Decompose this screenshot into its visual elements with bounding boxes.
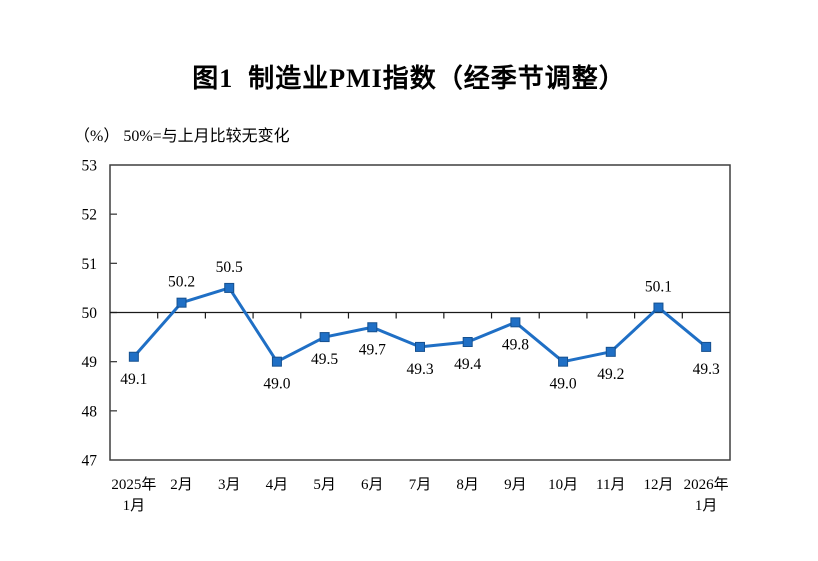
data-label: 50.2 (168, 274, 195, 291)
data-label: 49.4 (454, 356, 481, 373)
x-tick-label: 5月 (313, 477, 336, 493)
data-point-marker (605, 346, 616, 357)
y-tick-label: 51 (82, 256, 98, 273)
data-point-marker (271, 356, 282, 367)
chart-title: 图1 制造业PMI指数（经季节调整） (192, 64, 626, 93)
data-point-marker (558, 356, 569, 367)
x-tick-label: 10月 (548, 477, 578, 493)
y-tick-label: 48 (82, 403, 98, 420)
x-tick-label: 8月 (456, 477, 479, 493)
y-tick-label: 53 (82, 158, 98, 175)
data-label: 49.0 (550, 376, 577, 393)
data-point-marker (653, 302, 664, 313)
x-tick-label: 2026年 (684, 476, 729, 493)
x-tick-label: 11月 (596, 477, 625, 493)
data-label: 49.3 (406, 361, 433, 378)
data-point-marker (128, 351, 139, 362)
data-point-marker (701, 341, 712, 352)
y-tick-label: 49 (82, 354, 98, 371)
y-tick-label: 52 (82, 207, 98, 224)
data-label: 49.5 (311, 351, 338, 368)
data-label: 49.3 (693, 361, 720, 378)
data-label: 50.1 (645, 279, 672, 296)
x-tick-label: 2025年 (111, 476, 156, 493)
x-tick-label: 6月 (361, 477, 384, 493)
data-label: 49.1 (120, 371, 147, 388)
data-point-marker (510, 317, 521, 328)
x-tick-label: 12月 (643, 477, 673, 493)
x-tick-label: 4月 (266, 477, 289, 493)
y-tick-label: 50 (82, 305, 98, 322)
x-tick-label: 1月 (695, 498, 718, 514)
data-label: 50.5 (216, 259, 243, 276)
data-point-marker (224, 282, 235, 293)
x-tick-label: 7月 (409, 477, 432, 493)
x-tick-label: 2月 (170, 477, 193, 493)
data-point-marker (367, 322, 378, 333)
y-tick-label: 47 (82, 453, 98, 470)
data-label: 49.2 (597, 366, 624, 383)
data-label: 49.7 (359, 341, 386, 358)
data-label: 49.8 (502, 336, 529, 353)
data-point-marker (462, 337, 473, 347)
x-tick-label: 1月 (123, 498, 146, 514)
data-label: 49.0 (263, 376, 290, 393)
data-point-marker (319, 332, 330, 343)
x-tick-label: 3月 (218, 477, 241, 493)
axis-unit-note: （%） 50%=与上月比较无变化 (74, 128, 290, 145)
data-point-marker (176, 297, 187, 308)
x-tick-label: 9月 (504, 477, 527, 493)
data-point-marker (415, 341, 425, 352)
